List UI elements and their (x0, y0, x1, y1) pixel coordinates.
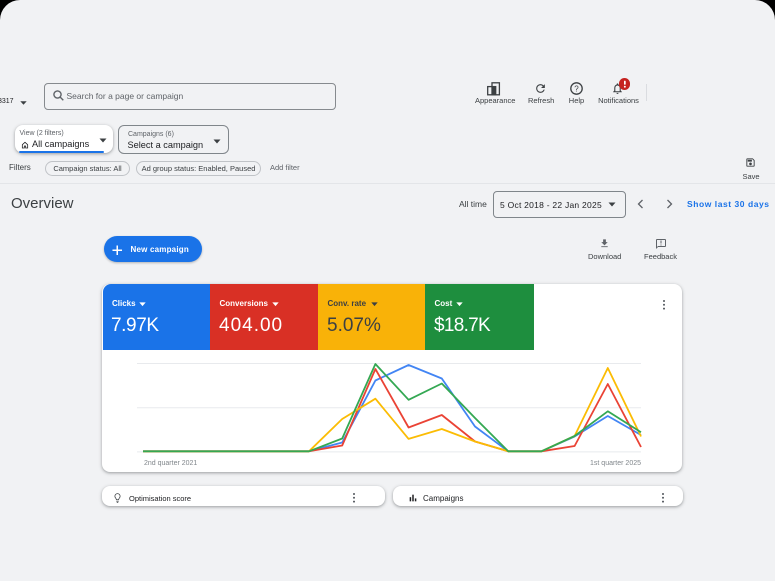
svg-text:1st quarter 2025: 1st quarter 2025 (590, 460, 641, 467)
svg-text:?: ? (574, 84, 579, 93)
svg-text:2nd quarter 2021: 2nd quarter 2021 (144, 460, 197, 467)
